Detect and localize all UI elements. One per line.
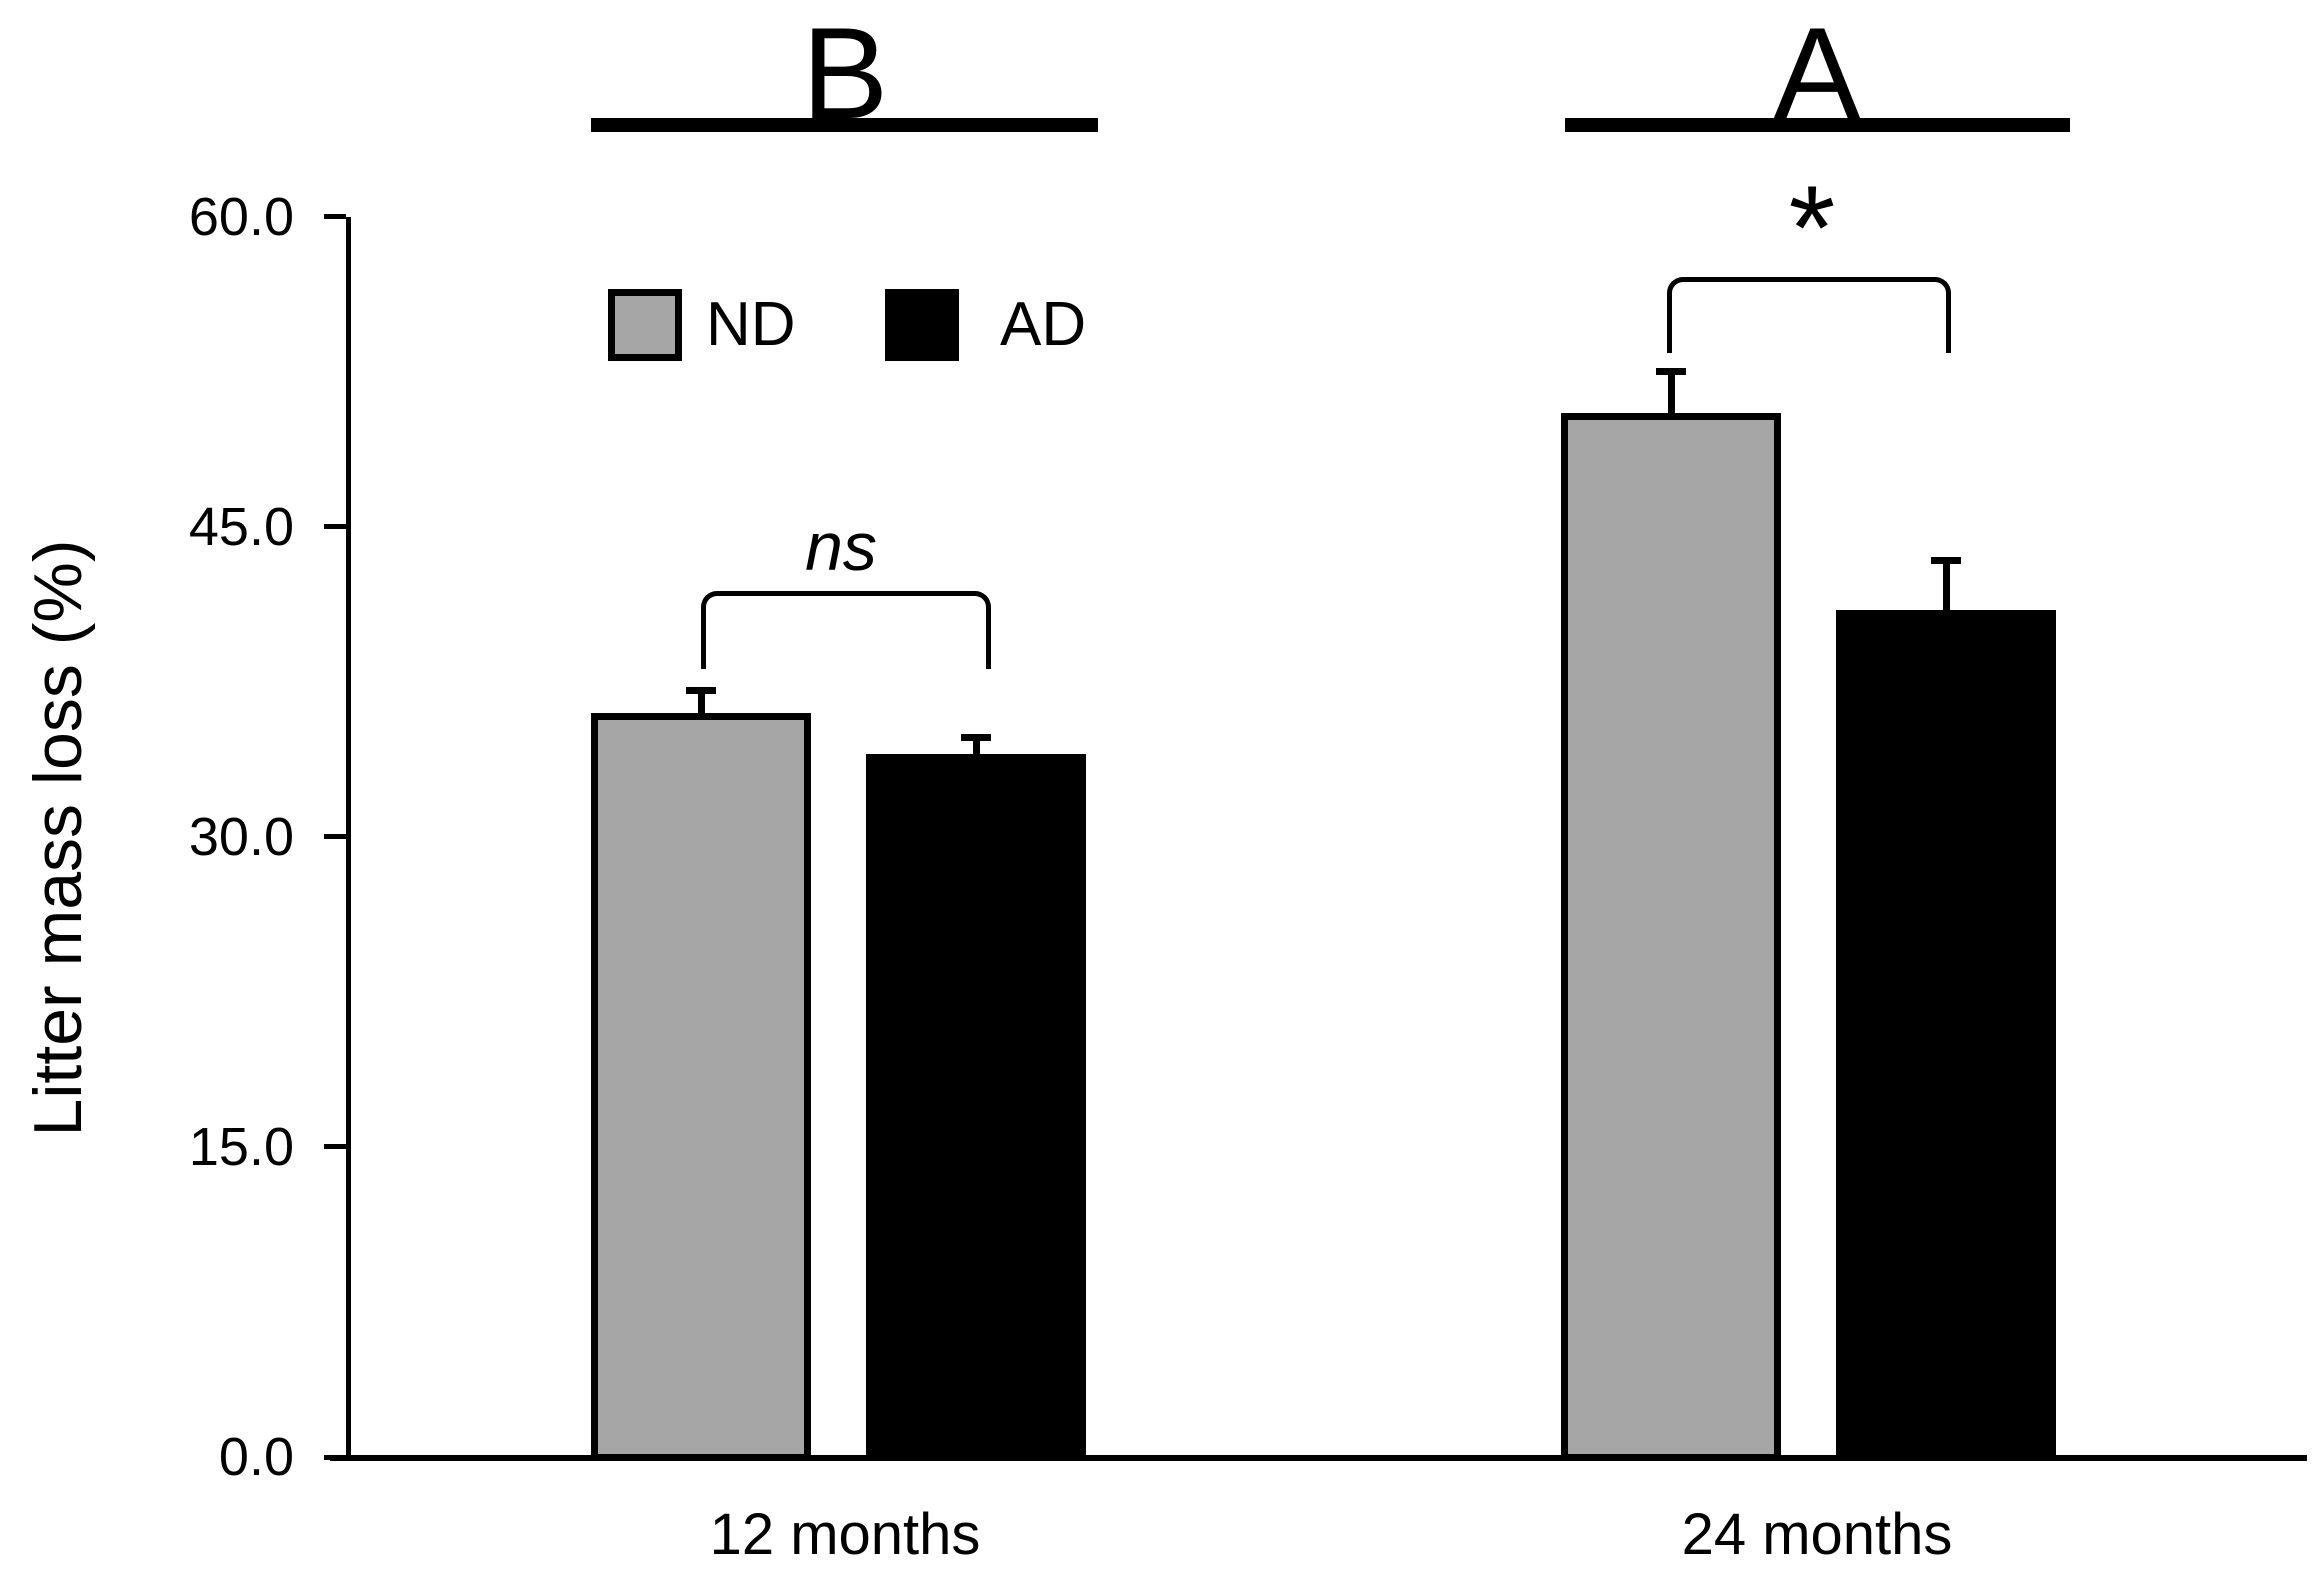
legend-label-ad: AD [1000,290,1087,359]
y-tick-label-15.0: 15.0 [188,1116,294,1177]
x-axis-baseline [330,1455,2307,1461]
group-underline-12-months [591,118,1098,132]
significance-bracket-24-months [1667,277,1951,353]
y-tick-label-30.0: 30.0 [188,806,294,867]
y-tick-label-0.0: 0.0 [218,1427,294,1487]
error-bar-ad-12-months [972,737,980,755]
error-cap-nd-24-months [1656,368,1686,376]
error-cap-ad-24-months [1931,556,1961,564]
group-letter-12-months: B [801,0,889,146]
significance-label-12-months: ns [805,509,877,585]
y-tick-mark-30.0 [324,834,346,840]
y-tick-label-60.0: 60.0 [188,186,294,247]
error-cap-ad-12-months [961,734,991,742]
bar-ad-12-months [866,754,1086,1461]
x-label-12-months: 12 months [709,1502,981,1567]
error-cap-nd-12-months [686,686,716,694]
bar-ad-24-months [1836,609,2056,1461]
error-bar-ad-24-months [1942,560,1950,610]
error-bar-nd-24-months [1667,371,1675,414]
bar-nd-24-months [1561,413,1781,1461]
significance-bracket-12-months [701,591,991,669]
legend-swatch-nd [608,289,682,361]
y-tick-mark-15.0 [324,1144,346,1150]
legend-swatch-ad [885,289,959,361]
significance-label-24-months: * [1788,161,1836,295]
error-bar-nd-12-months [697,690,705,713]
y-tick-mark-45.0 [324,524,346,530]
bar-nd-12-months [591,712,811,1461]
y-axis-spine [346,217,351,1460]
legend-label-nd: ND [706,290,796,359]
group-underline-24-months [1565,118,2070,132]
y-tick-mark-60.0 [324,214,346,220]
x-label-24-months: 24 months [1681,1502,1953,1567]
y-tick-label-45.0: 45.0 [188,496,294,557]
group-letter-24-months: A [1773,0,1861,146]
